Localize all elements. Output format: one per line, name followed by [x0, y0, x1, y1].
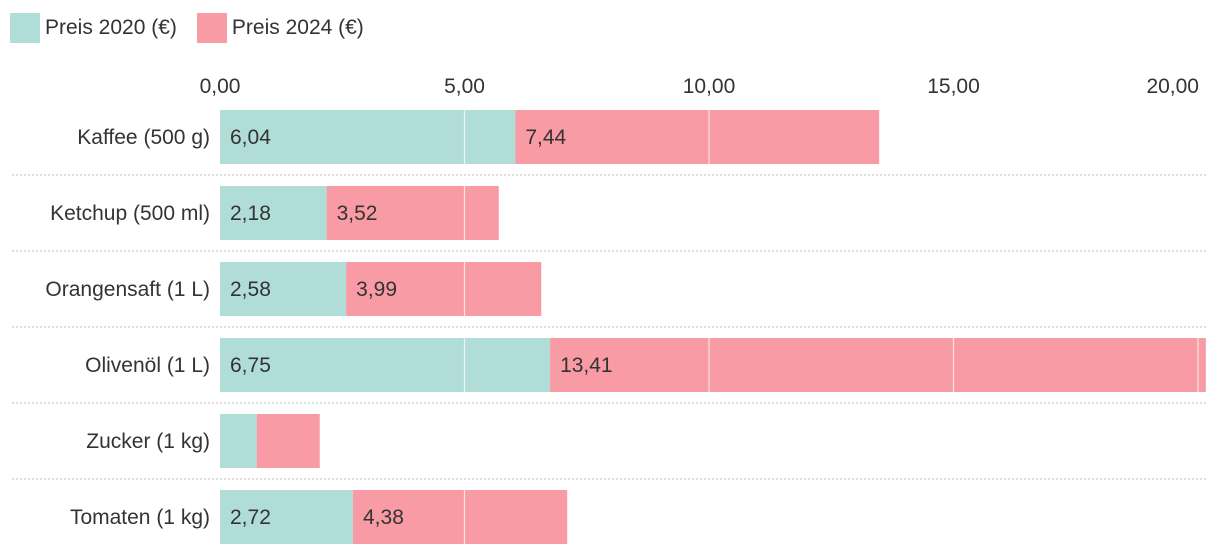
bar-segment-2024[interactable]	[256, 414, 320, 468]
bar-segment-2020[interactable]	[220, 262, 347, 316]
legend: Preis 2020 (€) Preis 2024 (€)	[10, 13, 384, 43]
category-label: Kaffee (500 g)	[77, 126, 210, 149]
bar-segment-2024[interactable]	[326, 186, 499, 240]
x-tick-label: 15,00	[927, 75, 980, 98]
category-label: Zucker (1 kg)	[86, 430, 210, 453]
value-label: 6,75	[230, 354, 271, 377]
x-tick-label: 10,00	[683, 75, 736, 98]
category-label: Ketchup (500 ml)	[50, 202, 210, 225]
bar-segment-2024[interactable]	[346, 262, 542, 316]
value-label: 3,52	[337, 202, 378, 225]
bar-segment-2024[interactable]	[515, 110, 880, 164]
value-label: 7,44	[525, 126, 566, 149]
value-label: 2,58	[230, 278, 271, 301]
legend-swatch-2020	[10, 13, 40, 43]
legend-label-2024: Preis 2024 (€)	[231, 16, 364, 39]
bar-segment-2024[interactable]	[550, 338, 1206, 392]
x-tick-label: 0,00	[200, 75, 241, 98]
bar-segment-2020[interactable]	[220, 338, 551, 392]
bar-segment-2020[interactable]	[220, 110, 516, 164]
x-tick-label: 20,00	[1146, 75, 1199, 98]
value-label: 4,38	[363, 506, 404, 529]
value-label: 3,99	[356, 278, 397, 301]
bar-segment-2020[interactable]	[220, 414, 257, 468]
legend-item-2024[interactable]: Preis 2024 (€)	[196, 13, 364, 43]
legend-swatch-2024	[196, 13, 227, 43]
bar-segment-2020[interactable]	[220, 490, 354, 544]
value-label: 2,18	[230, 202, 271, 225]
bar-segment-2020[interactable]	[220, 186, 327, 240]
value-label: 6,04	[230, 126, 271, 149]
legend-label-2020: Preis 2020 (€)	[45, 16, 177, 39]
legend-item-2020[interactable]: Preis 2020 (€)	[10, 13, 177, 43]
value-label: 2,72	[230, 506, 271, 529]
x-tick-label: 5,00	[444, 75, 485, 98]
bar-segment-2024[interactable]	[353, 490, 568, 544]
category-label: Olivenöl (1 L)	[85, 354, 210, 377]
category-label: Orangensaft (1 L)	[45, 278, 210, 301]
value-label: 13,41	[560, 354, 613, 377]
category-label: Tomaten (1 kg)	[70, 506, 210, 529]
